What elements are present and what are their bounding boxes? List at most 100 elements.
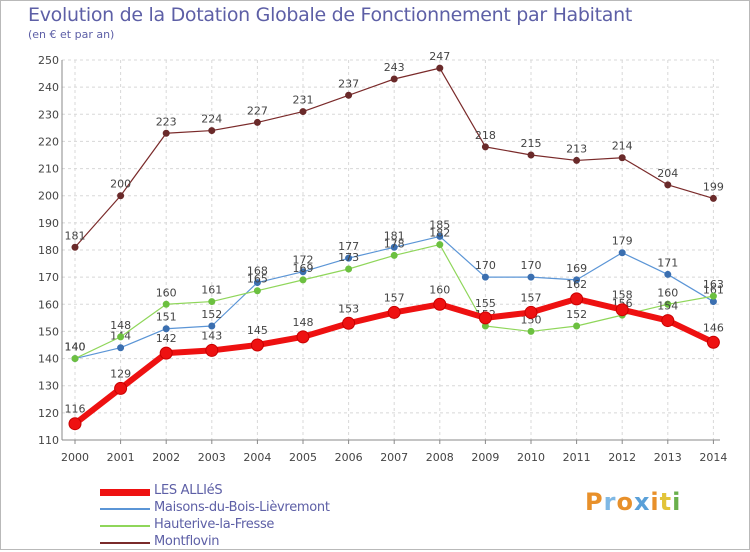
data-point <box>436 241 444 249</box>
x-tick-label: 2004 <box>243 451 271 464</box>
data-point <box>664 270 672 278</box>
line-chart: 110 120 130 140 150 160 170 180 190 200 210 220 230 2… <box>38 50 727 464</box>
legend-swatch <box>100 525 150 527</box>
data-label: 181 <box>65 229 86 242</box>
data-point <box>390 251 398 259</box>
legend-label: Hauterive-la-Fresse <box>154 517 275 532</box>
data-label: 169 <box>566 262 587 275</box>
data-label: 243 <box>384 61 405 74</box>
data-point <box>618 249 626 257</box>
data-point <box>709 194 717 202</box>
data-point <box>524 305 538 319</box>
y-tick-label: 200 <box>38 190 59 203</box>
chart-title: Evolution de la Dotation Globale de Fonc… <box>28 4 633 26</box>
x-tick-label: 2007 <box>380 451 408 464</box>
data-point <box>481 273 489 281</box>
data-label: 181 <box>384 229 405 242</box>
data-label: 170 <box>475 259 496 272</box>
data-point <box>342 316 356 330</box>
y-tick-label: 180 <box>38 244 59 257</box>
series-maisons-du-bois-li-vremont: 1401441511521681721771811851701701691791… <box>65 218 724 363</box>
data-label: 157 <box>384 291 405 304</box>
data-label: 161 <box>201 284 222 297</box>
data-point <box>436 232 444 240</box>
data-point <box>253 287 261 295</box>
data-label: 170 <box>521 259 542 272</box>
data-label: 185 <box>429 218 450 231</box>
data-point <box>208 322 216 330</box>
data-point <box>253 118 261 126</box>
data-label: 160 <box>657 286 678 299</box>
data-point <box>387 305 401 319</box>
legend-item: Hauterive-la-Fresse <box>100 517 460 535</box>
data-point <box>573 276 581 284</box>
x-tick-label: 2013 <box>654 451 682 464</box>
logo-letter: i <box>672 488 682 516</box>
x-tick-label: 2000 <box>61 451 89 464</box>
y-tick-label: 110 <box>38 434 59 447</box>
data-point <box>159 346 173 360</box>
series-montflovin: 181 200 223 224 227 231 237 243 247 218 215 213 214 2… <box>65 50 724 251</box>
legend-item: Maisons-du-Bois-Lièvremont <box>100 500 460 518</box>
chart-legend: LES ALLIéS Maisons-du-Bois-Lièvremont Haut… <box>100 483 460 552</box>
chart-subtitle: (en € et par an) <box>28 28 115 41</box>
data-point <box>706 335 720 349</box>
x-tick-label: 2005 <box>289 451 317 464</box>
legend-label: LES ALLIéS <box>154 483 223 498</box>
data-point <box>345 254 353 262</box>
data-point <box>250 338 264 352</box>
x-tick-label: 2001 <box>107 451 135 464</box>
data-point <box>162 325 170 333</box>
x-tick-label: 2008 <box>426 451 454 464</box>
data-point <box>390 243 398 251</box>
data-label: 177 <box>338 240 359 253</box>
y-tick-label: 130 <box>38 380 59 393</box>
data-point <box>71 243 79 251</box>
data-point <box>71 355 79 363</box>
data-label: 154 <box>657 300 678 313</box>
data-point <box>299 276 307 284</box>
data-point <box>345 265 353 273</box>
legend-item: LES ALLIéS <box>100 483 460 501</box>
data-label: 129 <box>110 367 131 380</box>
legend-swatch <box>100 508 150 510</box>
data-point <box>478 311 492 325</box>
data-label: 204 <box>657 167 678 180</box>
data-point <box>299 108 307 116</box>
legend-label: Maisons-du-Bois-Lièvremont <box>154 500 330 515</box>
data-label: 172 <box>293 254 314 267</box>
data-label: 237 <box>338 77 359 90</box>
data-point <box>436 64 444 72</box>
data-point <box>618 154 626 162</box>
logo-letter: o <box>616 488 634 516</box>
data-point <box>208 298 216 306</box>
data-label: 142 <box>156 332 177 345</box>
data-label: 227 <box>247 104 268 117</box>
data-label: 153 <box>338 302 359 315</box>
y-tick-label: 240 <box>38 81 59 94</box>
data-point <box>573 156 581 164</box>
data-point <box>390 75 398 83</box>
legend-item: Montflovin <box>100 534 460 552</box>
y-tick-label: 220 <box>38 135 59 148</box>
data-point <box>205 343 219 357</box>
y-tick-label: 250 <box>38 54 59 67</box>
data-point <box>117 333 125 341</box>
y-tick-label: 140 <box>38 353 59 366</box>
data-label: 224 <box>201 113 222 126</box>
data-label: 165 <box>247 273 268 286</box>
y-tick-label: 160 <box>38 298 59 311</box>
data-point <box>114 381 128 395</box>
data-label: 160 <box>156 286 177 299</box>
data-label: 146 <box>703 321 724 334</box>
series-les-alli-s: 116 129 142 143 145 148 153 157 160 155 157 162 158 1… <box>65 278 724 431</box>
data-label: 179 <box>612 235 633 248</box>
data-label: 145 <box>247 324 268 337</box>
data-point <box>208 127 216 135</box>
data-point <box>345 91 353 99</box>
data-label: 231 <box>293 94 314 107</box>
data-label: 223 <box>156 115 177 128</box>
logo-letter: P <box>585 488 604 516</box>
data-point <box>664 181 672 189</box>
data-label: 158 <box>612 289 633 302</box>
